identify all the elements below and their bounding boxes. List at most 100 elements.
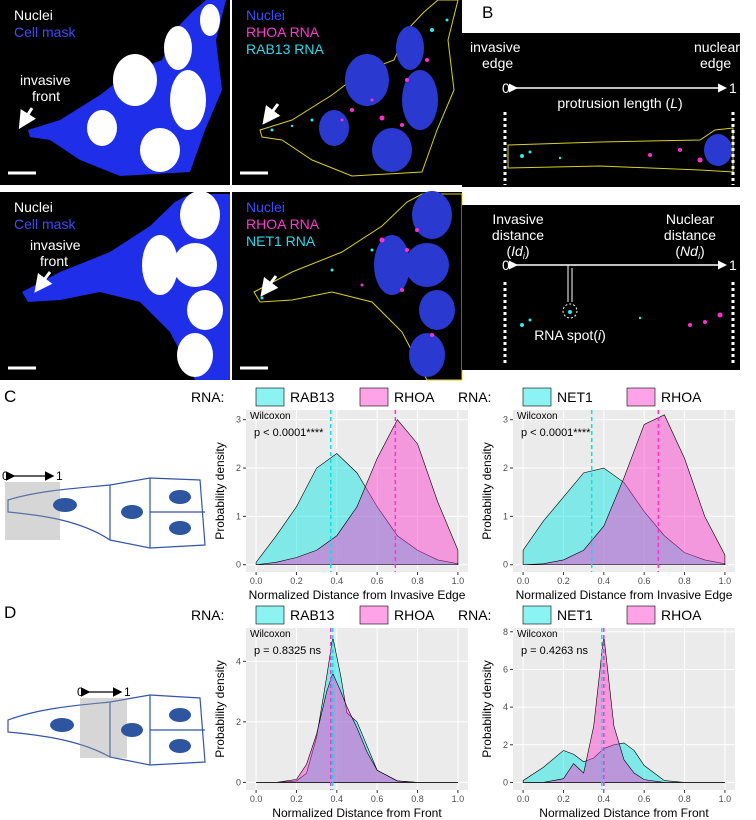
- b-text: Nd: [680, 243, 699, 259]
- x-tick-label: 0.6: [638, 794, 651, 804]
- y-axis-label: Probability density: [480, 442, 494, 539]
- legend-label: RHOA: [661, 389, 702, 405]
- x-tick-label: 0.6: [371, 576, 384, 586]
- x-tick-label: 0.6: [371, 794, 384, 804]
- y-tick-label: 2: [236, 463, 241, 473]
- schematic-d: [7, 687, 206, 766]
- plot-background: [246, 410, 468, 572]
- legend-title: RNA:: [458, 607, 491, 623]
- image-text: Nuclei: [246, 7, 285, 23]
- x-tick-label: 0.8: [678, 576, 691, 586]
- annotation: Wilcoxon: [517, 629, 558, 640]
- image-text: front: [40, 253, 68, 269]
- legend-swatch: [626, 605, 656, 625]
- b-text: i: [598, 327, 602, 343]
- x-tick-label: 0.6: [638, 576, 651, 586]
- annotation: p = 0.4263 ns: [521, 645, 588, 657]
- b-text: 0: [502, 80, 510, 96]
- annotation: p < 0.0001****: [521, 427, 591, 439]
- annotation: p = 0.8325 ns: [254, 645, 321, 657]
- y-tick-label: 0: [503, 777, 508, 787]
- b-text: invasive: [470, 39, 521, 55]
- density-area: [256, 672, 458, 783]
- b-text: Id: [511, 243, 524, 259]
- image-text: Cell mask: [14, 24, 76, 40]
- x-tick-label: 0.0: [250, 576, 263, 586]
- x-tick-label: 1.0: [719, 794, 732, 804]
- b-text: distance: [492, 227, 544, 243]
- y-tick-label: 2: [503, 463, 508, 473]
- x-tick-label: 0.2: [557, 794, 570, 804]
- density-area: [522, 467, 726, 566]
- annotation: Wilcoxon: [250, 629, 291, 640]
- y-tick-label: 6: [503, 664, 508, 674]
- density-area: [522, 742, 725, 783]
- annotation: Wilcoxon: [250, 411, 291, 422]
- b-text: ): [601, 327, 606, 343]
- legend-label: RHOA: [661, 607, 702, 623]
- b-text: L: [670, 95, 678, 111]
- image-text: NET1 RNA: [246, 233, 316, 249]
- legend-swatch: [522, 387, 552, 407]
- panel-label: D: [4, 603, 16, 622]
- image-text: RHOA RNA: [246, 216, 320, 232]
- x-tick-label: 0.0: [517, 576, 530, 586]
- x-tick-label: 0.8: [411, 794, 424, 804]
- legend-label: RAB13: [290, 389, 335, 405]
- legend-label: NET1: [557, 607, 593, 623]
- b-text: nuclear: [694, 39, 740, 55]
- b-text: i: [523, 251, 526, 261]
- schematic-text: 1: [56, 469, 63, 483]
- y-tick-label: 0: [503, 560, 508, 570]
- y-tick-label: 0: [236, 777, 241, 787]
- b-text: ): [678, 95, 683, 111]
- b-text: ): [700, 243, 705, 259]
- b-text: RNA spot(: [534, 327, 598, 343]
- legend-title: RNA:: [458, 389, 491, 405]
- image-text: Nuclei: [246, 199, 285, 215]
- x-tick-label: 1.0: [719, 576, 732, 586]
- image-text: Cell mask: [14, 216, 76, 232]
- image-text: Nuclei: [14, 7, 53, 23]
- b-text: Invasive: [492, 211, 544, 227]
- b-text: protrusion length (L): [557, 95, 682, 111]
- plot-background: [246, 628, 468, 790]
- b-text: (: [506, 243, 511, 259]
- image-a3: Nuclei Cell mask invasive front: [0, 191, 230, 380]
- schematic-text: 0: [77, 685, 84, 699]
- legend-swatch: [359, 605, 389, 625]
- x-axis-label: Normalized Distance from Front: [539, 806, 709, 820]
- legend-swatch: [626, 387, 656, 407]
- image-text: RAB13 RNA: [246, 41, 324, 57]
- density-area: [255, 453, 459, 566]
- image-text: Nuclei: [14, 199, 53, 215]
- x-tick-label: 0.2: [557, 576, 570, 586]
- y-tick-label: 8: [503, 627, 508, 637]
- b-text: 0: [502, 257, 510, 273]
- legend-label: NET1: [557, 389, 593, 405]
- y-tick-label: 4: [236, 656, 241, 666]
- b-text: ): [525, 243, 530, 259]
- y-axis-label: Probability density: [213, 660, 227, 757]
- image-b1: invasive edge nuclear edge 0 1 protrusio…: [462, 33, 740, 187]
- x-tick-label: 0.2: [290, 794, 303, 804]
- b-text: (Idi): [506, 243, 529, 261]
- x-tick-label: 0.4: [331, 794, 344, 804]
- x-tick-label: 0.8: [678, 794, 691, 804]
- b-text: edge: [482, 55, 513, 71]
- b-text: edge: [700, 55, 731, 71]
- image-text: invasive: [30, 237, 81, 253]
- legend-swatch: [255, 387, 285, 407]
- y-tick-label: 3: [236, 415, 241, 425]
- x-tick-label: 1.0: [452, 794, 465, 804]
- x-axis-label: Normalized Distance from Invasive Edge: [249, 588, 466, 602]
- image-b2: Invasive distance (Idi) Nuclear distance…: [462, 205, 740, 370]
- x-tick-label: 1.0: [452, 576, 465, 586]
- b-text: (: [675, 243, 680, 259]
- image-a4: Nuclei RHOA RNA NET1 RNA: [232, 191, 463, 381]
- schematic-c: [5, 471, 206, 549]
- y-tick-label: 1: [503, 511, 508, 521]
- legend-label: RHOA: [394, 607, 435, 623]
- y-tick-label: 2: [503, 740, 508, 750]
